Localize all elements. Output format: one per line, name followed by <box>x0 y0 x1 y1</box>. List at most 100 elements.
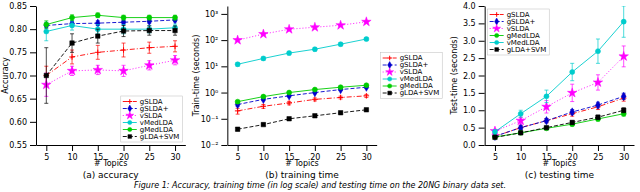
y-tick-mark <box>30 122 36 123</box>
legend-item: gLDA+SVM <box>490 46 547 54</box>
legend-item: gLDA+SVM <box>383 89 440 97</box>
point-marker <box>490 126 500 135</box>
y-tick-label: 0.75 <box>9 48 27 57</box>
point-marker <box>287 51 292 56</box>
series <box>493 92 627 140</box>
y-tick-label: 10⁰ <box>205 89 218 98</box>
point-marker <box>287 117 291 121</box>
x-tick-mark <box>46 145 47 151</box>
y-tick-label: 2.0 <box>463 72 476 81</box>
y-tick: 0.80 <box>9 25 36 34</box>
legend-swatch-marker <box>128 127 132 131</box>
y-axis-line <box>227 7 228 146</box>
y-tick: 10⁰ <box>205 89 227 98</box>
plot-area <box>233 17 371 132</box>
point-marker <box>287 90 292 95</box>
point-marker <box>235 99 240 104</box>
legend: gSLDAgSLDA+vSLDAgMedLDAvMedLDAgLDA+SVM <box>488 9 550 55</box>
point-marker <box>67 66 77 75</box>
error-bar <box>147 26 151 35</box>
point-marker <box>364 83 369 88</box>
point-marker <box>44 21 49 29</box>
legend-swatch-marker <box>128 120 132 124</box>
error-bar <box>261 105 265 109</box>
series-line <box>238 39 367 64</box>
y-tick-label: 0.55 <box>9 141 27 150</box>
x-tick: 30 <box>362 145 372 162</box>
legend-swatch-marker <box>388 84 392 88</box>
point-marker <box>312 87 317 92</box>
y-tick: 3.5 <box>463 19 485 28</box>
error-bar <box>313 48 317 52</box>
x-tick: 5 <box>493 145 498 162</box>
point-marker <box>261 104 266 109</box>
legend-swatch-marker <box>388 77 392 81</box>
x-tick-label: 25 <box>145 153 155 162</box>
y-tick-label: 10¹ <box>205 62 218 71</box>
y-axis: 10⁻²10⁻¹10⁰10¹10²10³ <box>201 7 228 151</box>
x-tick: 25 <box>145 145 155 162</box>
point-marker <box>570 70 575 75</box>
error-bar <box>173 41 177 52</box>
y-tick-label: 10⁻² <box>201 141 219 150</box>
point-marker <box>70 23 75 28</box>
error-bar <box>287 51 291 55</box>
y-tick-label: 0.85 <box>9 2 27 11</box>
y-tick: 10³ <box>205 10 227 19</box>
series <box>493 108 626 140</box>
y-tick-mark <box>479 110 485 111</box>
y-axis-line <box>485 7 486 146</box>
point-marker <box>544 94 549 99</box>
series <box>44 25 177 103</box>
legend-swatch-marker <box>127 99 132 104</box>
y-tick-label: 3.0 <box>463 37 476 46</box>
legend-swatch-marker <box>128 135 132 139</box>
panel-title: (b) training time <box>265 170 339 180</box>
y-tick: 1.0 <box>463 106 485 115</box>
point-marker <box>173 15 178 20</box>
error-bar <box>96 13 100 18</box>
error-bar <box>236 63 240 67</box>
point-marker <box>95 50 100 55</box>
y-tick: 1.5 <box>463 89 485 98</box>
legend-swatch-marker <box>493 24 501 32</box>
series <box>233 17 371 44</box>
y-tick-mark <box>479 93 485 94</box>
x-tick-mark <box>546 145 547 151</box>
point-marker <box>596 101 601 109</box>
point-marker <box>362 17 372 26</box>
point-marker <box>364 108 368 112</box>
point-marker <box>233 35 243 44</box>
point-marker <box>312 47 317 52</box>
error-bar <box>519 110 523 117</box>
x-tick-mark <box>598 145 599 151</box>
y-tick: 10² <box>205 36 227 45</box>
point-marker <box>336 20 346 29</box>
legend-label: gLDA+SVM <box>140 133 180 141</box>
error-bar <box>236 108 240 114</box>
y-tick: 0.60 <box>9 118 36 127</box>
point-marker <box>567 88 577 97</box>
error-bar <box>173 15 177 20</box>
point-marker <box>147 28 151 32</box>
y-tick-mark <box>221 14 227 15</box>
y-tick-mark <box>479 76 485 77</box>
series <box>44 41 178 85</box>
y-tick: 0.5 <box>463 124 485 133</box>
series-line <box>238 87 367 104</box>
y-tick: 10⁻² <box>201 141 228 150</box>
series <box>235 83 369 109</box>
error-bar <box>544 126 548 129</box>
point-marker <box>544 117 549 125</box>
error-bar <box>261 57 265 60</box>
point-marker <box>338 95 343 100</box>
y-axis: 0.00.51.01.52.02.53.03.54.0 <box>463 2 485 150</box>
point-marker <box>44 22 49 27</box>
x-tick: 30 <box>619 145 629 162</box>
point-marker <box>44 29 49 34</box>
series <box>42 55 180 96</box>
y-tick-label: 10² <box>205 36 218 45</box>
x-tick-mark <box>175 145 176 151</box>
point-marker <box>621 108 625 112</box>
y-tick-mark <box>221 66 227 67</box>
